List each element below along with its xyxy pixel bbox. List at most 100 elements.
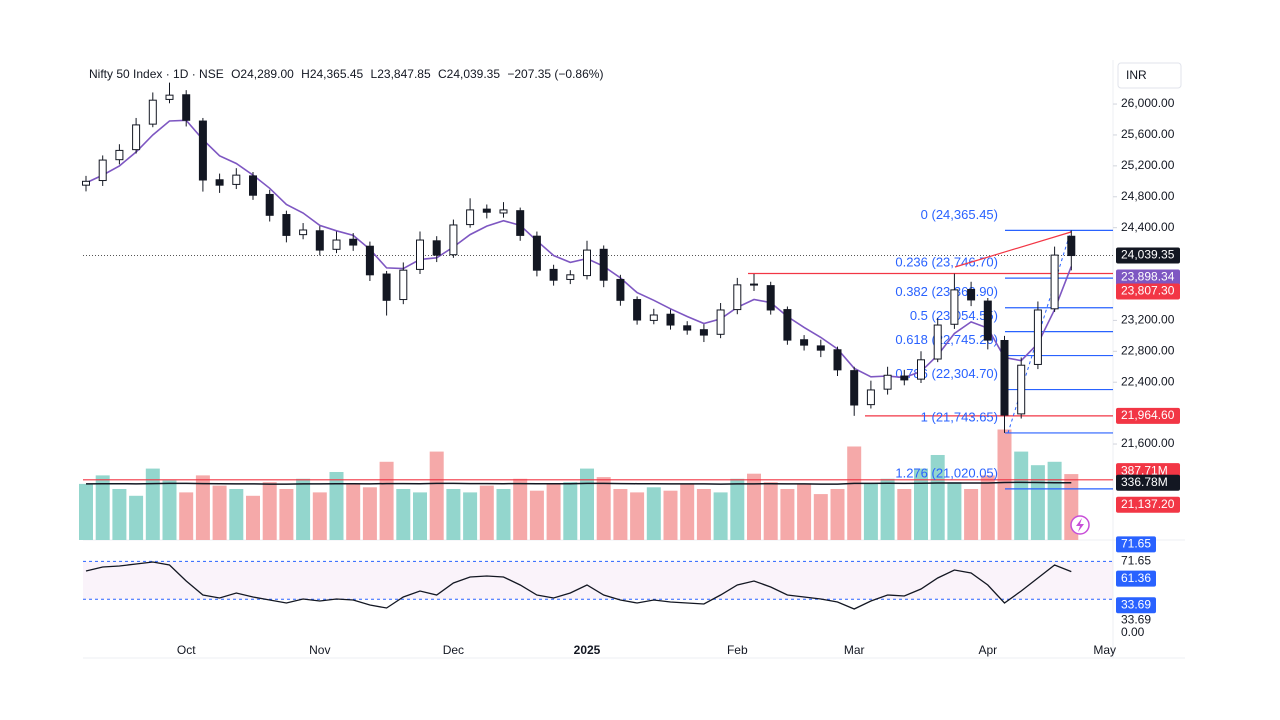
candle-body: [816, 345, 825, 351]
volume-ma: [85, 481, 1072, 485]
candle-body: [399, 269, 408, 301]
volume-bar: [362, 487, 377, 540]
candle-body: [299, 229, 308, 236]
volume-bar: [262, 482, 277, 540]
o-key: O: [231, 67, 240, 81]
candle-body: [1033, 309, 1042, 365]
volume-bar: [880, 478, 895, 540]
candle-body: [1050, 254, 1059, 310]
price-tag: [1116, 283, 1180, 300]
price-tag-label: 21,964.60: [1121, 408, 1175, 422]
volume-bar: [546, 483, 561, 540]
volume-bar: [930, 454, 945, 540]
candle-body: [549, 268, 558, 281]
candle-body: [198, 120, 207, 181]
volume-bar: [797, 483, 812, 540]
candle-body: [833, 349, 842, 371]
candle-body: [883, 374, 892, 390]
candle-body: [983, 300, 992, 341]
rsi-tag-label: 61.36: [1121, 571, 1151, 585]
plot: 0 (24,365.45) 0.236 (23,746.70) 0.382 (23,…: [79, 82, 1180, 657]
volume-bar: [312, 492, 327, 540]
y-tick-label: 21,600.00: [1121, 436, 1175, 450]
volume-bar: [145, 468, 160, 540]
candle-body: [432, 240, 441, 256]
candle-body: [466, 209, 475, 226]
candle-body: [532, 235, 541, 271]
volume-bar: [463, 492, 478, 540]
close: 24,039.35: [447, 67, 501, 81]
y-tick-label: 25,200.00: [1121, 158, 1175, 172]
price-tag-label: 24,039.35: [1121, 248, 1175, 262]
volume-bar: [346, 483, 361, 540]
x-tick-label: 2025: [574, 643, 601, 657]
volume-bar: [830, 488, 845, 540]
currency-button[interactable]: [1117, 62, 1182, 89]
candle-body: [98, 159, 107, 182]
volume-bar: [580, 468, 594, 540]
rsi-tag-label: 71.65: [1121, 537, 1151, 551]
candle-body: [967, 288, 976, 301]
candle-body: [365, 245, 374, 276]
trend-line: [954, 231, 1072, 268]
candle-body: [917, 359, 925, 380]
y-tick-label: 24,400.00: [1121, 220, 1175, 234]
candle-body: [232, 174, 241, 185]
volume-bar: [1014, 451, 1029, 540]
candle-body: [683, 325, 692, 331]
volume-bar: [379, 461, 394, 540]
x-tick-label: Mar: [844, 643, 865, 657]
volume-bar: [212, 485, 227, 540]
rsi-tick-label: 0.00: [1121, 625, 1145, 639]
volume-bar: [413, 492, 427, 540]
volume-bar: [563, 482, 578, 540]
volume-bar: [663, 490, 678, 540]
volume-bar: [914, 468, 928, 540]
volume-bar: [630, 492, 645, 540]
candle-body: [666, 313, 675, 326]
candle-body: [82, 180, 90, 186]
candle-body: [182, 94, 191, 121]
volume-bar: [897, 488, 912, 540]
ohlc-header: Nifty 50 Index · 1D · NSE O24,289.00 H24…: [89, 67, 603, 81]
volume-bar: [847, 446, 862, 540]
change: −207.35 (−0.86%): [507, 67, 603, 81]
volume-bar: [162, 480, 177, 540]
volume-bar: [112, 488, 127, 540]
high: 24,365.45: [310, 67, 364, 81]
candle-body: [499, 209, 508, 214]
candle-body: [349, 238, 358, 246]
price-tag: [1116, 496, 1180, 513]
volume-bar: [129, 495, 144, 540]
c-key: C: [438, 67, 447, 81]
volume-bar: [680, 483, 695, 540]
currency: INR: [1126, 68, 1147, 82]
l-key: L: [371, 67, 378, 81]
volume-bar: [195, 475, 210, 540]
fib-label: 1.276 (21,020.05): [895, 465, 998, 480]
volume-bar: [813, 494, 828, 540]
volume-bar: [980, 475, 995, 540]
x-tick-label: Oct: [177, 643, 196, 657]
price-tag-label: 23,898.34: [1121, 270, 1175, 284]
price-tag: [1116, 474, 1180, 491]
candle-body: [933, 324, 942, 360]
candle-body: [449, 224, 458, 256]
price-tag: [1116, 269, 1180, 286]
candle-body: [599, 248, 608, 281]
candle-body: [165, 94, 174, 100]
rsi-tag-label: 33.69: [1121, 597, 1151, 611]
volume-bar: [863, 483, 878, 540]
y-tick-label: 25,600.00: [1121, 127, 1175, 141]
candle-body: [332, 239, 341, 250]
candle-body: [800, 339, 809, 346]
rsi-line: [85, 561, 1072, 610]
volume-bar: [780, 488, 795, 540]
rsi-tag: [1116, 597, 1156, 614]
candle-body: [282, 214, 291, 236]
candle-body: [950, 289, 959, 325]
candle-body: [265, 193, 274, 216]
rsi-tag: [1116, 536, 1156, 553]
candle-body: [1067, 235, 1076, 257]
